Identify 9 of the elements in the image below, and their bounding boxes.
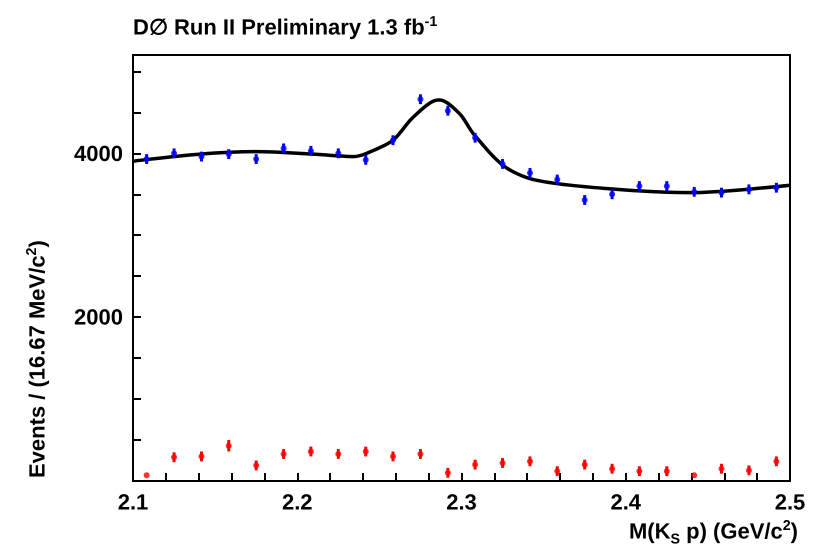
x-tick-label: 2.1 [118, 490, 148, 514]
x-tick-label: 2.2 [282, 490, 313, 514]
y-tick-label: 2000 [74, 304, 123, 330]
chart-title: D∅ Run II Preliminary 1.3 fb$^{-1}$ [133, 14, 438, 40]
x-tick-label: 2.4 [610, 490, 642, 514]
x-tick-label: 2.5 [774, 490, 806, 514]
x-tick-label: 2.3 [446, 490, 477, 514]
x-axis-title: M(K$_{S}$ p) (GeV/c$^{2}$) [628, 518, 798, 548]
y-tick-label: 4000 [74, 140, 123, 166]
